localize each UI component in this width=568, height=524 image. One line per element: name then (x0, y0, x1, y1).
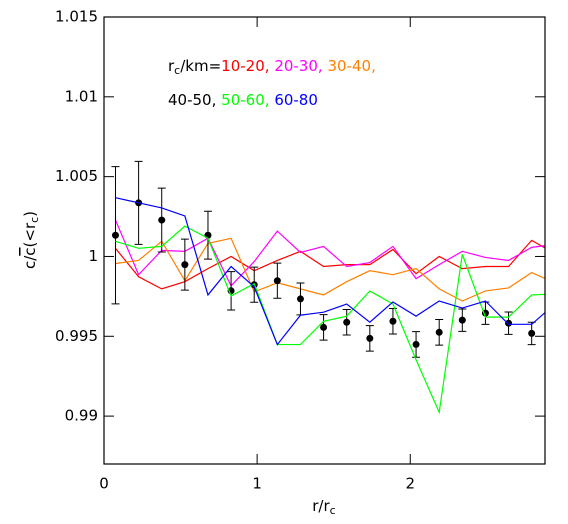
legend-entry: 30-40 (327, 57, 371, 75)
label-part: c (21, 247, 39, 255)
plot-area (111, 160, 545, 415)
y-tick-label: 0.99 (65, 407, 98, 425)
legend-row: rc/km=10-20, 20-30, 30-40, (168, 57, 381, 78)
data-point (111, 231, 119, 239)
label-part: r (168, 57, 175, 75)
y-axis-label: c/c(<rc) (21, 211, 42, 269)
legend-entry: 10-20 (221, 57, 265, 75)
y-tick-label: 1.015 (55, 8, 98, 26)
x-tick-label: 2 (405, 475, 415, 493)
series-line (115, 239, 545, 290)
y-tick-label: 0.995 (55, 327, 98, 345)
y-tick-label: 1.01 (65, 87, 98, 105)
label-part: , (265, 91, 270, 109)
label-part: , (265, 57, 270, 75)
label-part: c (330, 504, 336, 517)
legend-entry: 40-50 (168, 91, 212, 109)
label-part: , (212, 91, 217, 109)
label-part: ) (21, 211, 39, 217)
label-part: /km= (180, 57, 221, 75)
x-tick-label: 1 (252, 475, 262, 493)
series-line (115, 197, 545, 346)
legend-entry: 20-30 (274, 57, 318, 75)
label-part: , (371, 57, 376, 75)
x-tick-label: 0 (99, 475, 109, 493)
data-point (296, 295, 304, 303)
data-point (528, 329, 536, 337)
label-part: c (28, 217, 41, 223)
legend-space (376, 57, 381, 75)
series-line (115, 225, 545, 415)
data-point (158, 216, 166, 224)
data-point (273, 277, 281, 285)
data-point (505, 319, 513, 327)
data-point (412, 340, 420, 348)
legend-row: 40-50, 50-60, 60-80 (168, 91, 318, 109)
label-part: c/ (21, 255, 39, 269)
x-axis-label: r/rc (312, 497, 335, 518)
data-point (320, 323, 328, 331)
axes-frame (103, 16, 546, 465)
data-point (435, 328, 443, 336)
label-part: , (318, 57, 323, 75)
y-tick-label: 1 (88, 247, 98, 265)
series-line (115, 237, 545, 302)
legend-entry: 60-80 (274, 91, 318, 109)
series-line (114, 219, 545, 287)
data-point (366, 334, 374, 342)
data-point (458, 316, 466, 324)
legend-entry: 50-60 (221, 91, 265, 109)
data-point (343, 318, 351, 326)
data-point (389, 317, 397, 325)
label-part: (<r (21, 222, 39, 247)
label-part: c (174, 64, 180, 77)
label-part: r/r (312, 497, 330, 515)
y-tick-label: 1.005 (55, 167, 98, 185)
data-point (181, 261, 189, 269)
